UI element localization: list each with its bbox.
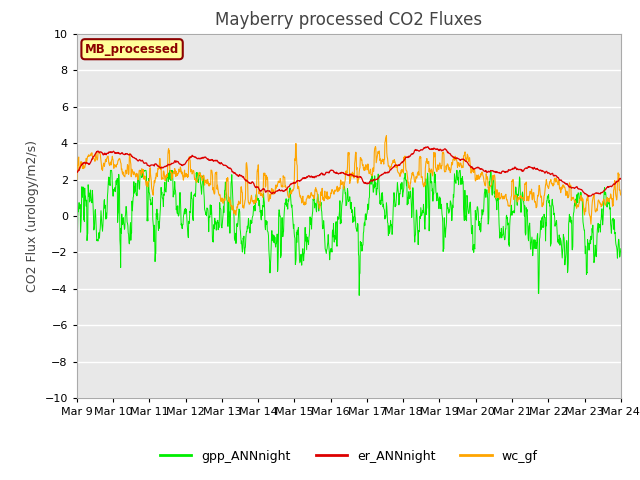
gpp_ANNnight xyxy=(181,211,189,217)
er_ANNnight xyxy=(180,162,188,168)
wc_gf xyxy=(255,177,262,182)
wc_gf xyxy=(617,192,625,198)
gpp_ANNnight xyxy=(195,177,202,183)
Y-axis label: CO2 Flux (urology/m2/s): CO2 Flux (urology/m2/s) xyxy=(26,140,39,292)
er_ANNnight xyxy=(424,144,431,150)
er_ANNnight xyxy=(553,173,561,179)
gpp_ANNnight xyxy=(355,292,363,298)
Text: MB_processed: MB_processed xyxy=(85,43,179,56)
wc_gf xyxy=(587,221,595,227)
Title: Mayberry processed CO2 Fluxes: Mayberry processed CO2 Fluxes xyxy=(215,11,483,29)
Line: gpp_ANNnight: gpp_ANNnight xyxy=(77,170,621,295)
wc_gf xyxy=(505,203,513,208)
gpp_ANNnight xyxy=(505,240,513,245)
wc_gf xyxy=(180,167,188,173)
gpp_ANNnight xyxy=(73,213,81,218)
er_ANNnight xyxy=(255,185,262,191)
Legend: gpp_ANNnight, er_ANNnight, wc_gf: gpp_ANNnight, er_ANNnight, wc_gf xyxy=(155,445,543,468)
er_ANNnight xyxy=(434,146,442,152)
wc_gf xyxy=(383,133,390,139)
er_ANNnight xyxy=(194,156,202,161)
gpp_ANNnight xyxy=(107,168,115,173)
er_ANNnight xyxy=(585,194,593,200)
wc_gf xyxy=(194,175,202,180)
gpp_ANNnight xyxy=(553,226,561,231)
gpp_ANNnight xyxy=(434,193,442,199)
er_ANNnight xyxy=(73,169,81,175)
gpp_ANNnight xyxy=(255,203,263,209)
wc_gf xyxy=(434,164,442,170)
gpp_ANNnight xyxy=(617,246,625,252)
Line: wc_gf: wc_gf xyxy=(77,136,621,224)
Line: er_ANNnight: er_ANNnight xyxy=(77,147,621,197)
er_ANNnight xyxy=(505,167,513,172)
wc_gf xyxy=(73,177,81,182)
er_ANNnight xyxy=(617,176,625,182)
wc_gf xyxy=(553,176,561,181)
